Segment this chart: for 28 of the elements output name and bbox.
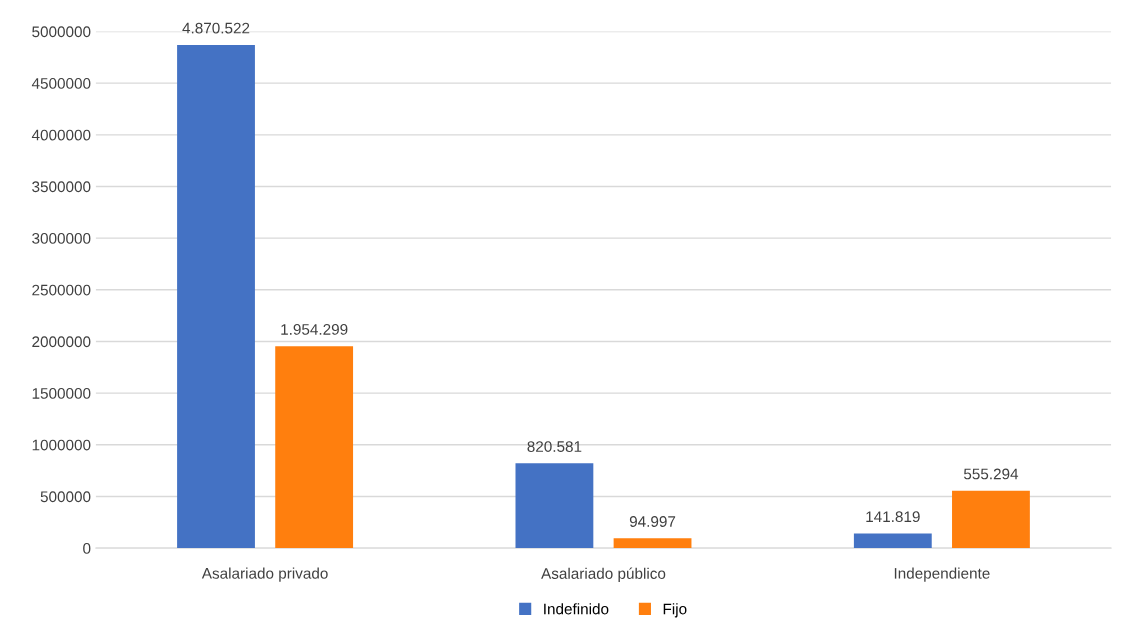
bar bbox=[275, 346, 354, 549]
legend-label: Indefinido bbox=[544, 603, 609, 615]
bar bbox=[952, 490, 1030, 549]
y-tick-label: 5000000 bbox=[32, 26, 91, 38]
x-tick-label: Asalariado privado bbox=[201, 567, 328, 582]
y-tick-label: 4500000 bbox=[31, 78, 91, 89]
y-tick-label: 3500000 bbox=[32, 181, 91, 193]
bar bbox=[853, 533, 932, 549]
data-label: 141.819 bbox=[866, 511, 920, 523]
bar bbox=[177, 44, 255, 549]
y-tick-label: 0 bbox=[83, 542, 91, 554]
y-tick-label: 1000000 bbox=[32, 439, 91, 451]
x-tick-label: Independiente bbox=[894, 567, 990, 582]
data-label: 4.870.522 bbox=[182, 22, 250, 34]
bar bbox=[515, 463, 594, 549]
legend-label: Fijo bbox=[663, 603, 687, 618]
data-label: 94.997 bbox=[629, 516, 676, 527]
data-label: 555.294 bbox=[963, 468, 1019, 480]
y-tick-label: 3000000 bbox=[32, 233, 91, 244]
x-tick-label: Asalariado público bbox=[541, 567, 666, 582]
bar bbox=[613, 538, 692, 549]
y-tick-label: 2000000 bbox=[32, 336, 91, 348]
data-label: 820.581 bbox=[527, 441, 582, 452]
y-tick-label: 500000 bbox=[40, 491, 91, 503]
y-tick-label: 1500000 bbox=[32, 387, 91, 399]
y-tick-label: 4000000 bbox=[31, 129, 91, 141]
y-tick-label: 2500000 bbox=[32, 284, 91, 296]
data-label: 1.954.299 bbox=[281, 324, 348, 335]
